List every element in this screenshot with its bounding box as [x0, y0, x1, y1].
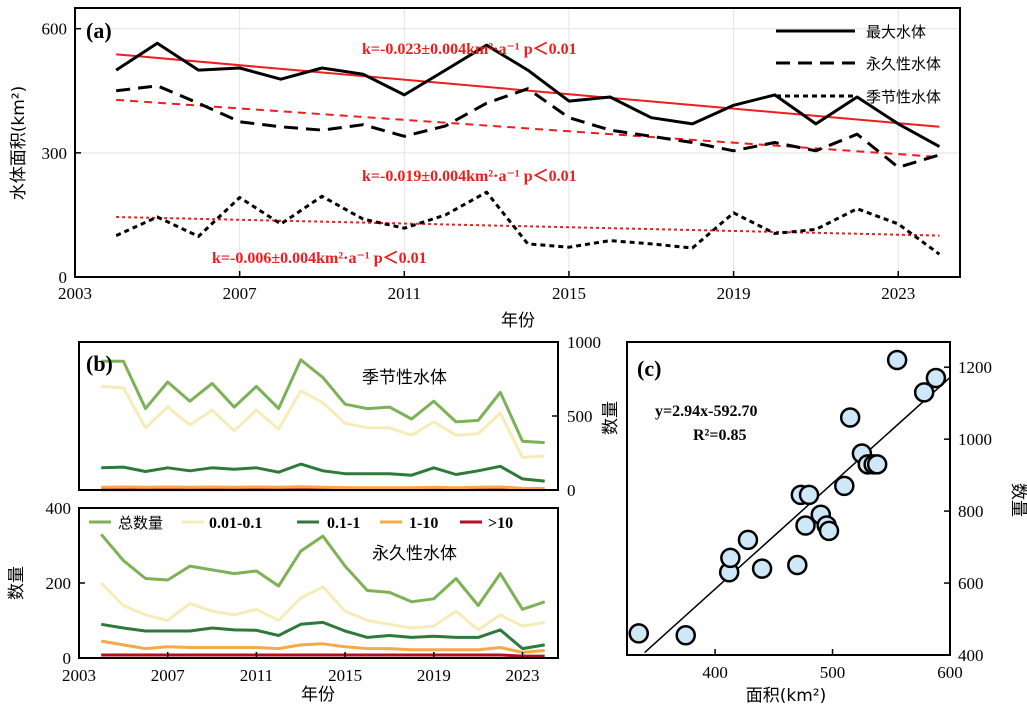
- legend-label-0: 总数量: [118, 514, 163, 532]
- scatter-point-13: [835, 477, 853, 495]
- scatter-point-14: [841, 409, 859, 427]
- panel-label: (a): [86, 18, 112, 43]
- scatter-point-12: [820, 522, 838, 540]
- y-tick-label: 0: [567, 481, 576, 500]
- legend-label-2: 0.1-1: [327, 515, 360, 532]
- series-line-3: [101, 487, 545, 489]
- series-line-2: [101, 464, 545, 481]
- x-tick-label: 2011: [240, 666, 273, 685]
- r-squared: R²=0.85: [693, 427, 746, 444]
- x-tick-label: 2003: [58, 284, 92, 303]
- plot-frame: [627, 342, 950, 655]
- x-tick-label: 400: [702, 663, 728, 682]
- x-tick-label: 2015: [328, 666, 362, 685]
- x-tick-label: 2023: [881, 284, 915, 303]
- scatter-point-6: [788, 556, 806, 574]
- legend-label-1: 0.01-0.1: [209, 515, 262, 532]
- y-tick-label: 600: [42, 20, 68, 39]
- subplot-title: 永久性水体: [372, 544, 457, 564]
- series-line-0: [101, 534, 545, 609]
- y-tick-label: 800: [958, 502, 984, 521]
- panel-label: (c): [637, 356, 661, 381]
- x-tick-label: 2019: [717, 284, 751, 303]
- x-axis-label: 面积(km²): [746, 686, 826, 706]
- x-axis-label: 年份: [501, 311, 535, 331]
- legend-label-1: 永久性水体: [866, 55, 941, 73]
- y-tick-label: 300: [42, 144, 68, 163]
- scatter-point-4: [739, 531, 757, 549]
- x-tick-label: 600: [937, 663, 963, 682]
- y-tick-label: 200: [46, 574, 72, 593]
- x-tick-label: 2015: [552, 284, 586, 303]
- scatter-point-9: [800, 486, 818, 504]
- trend-annotation-0: k=-0.023±0.004km²·a⁻¹ p＜0.01: [362, 41, 577, 58]
- y-tick-label: 1000: [567, 333, 601, 352]
- legend-label-0: 最大水体: [866, 23, 926, 41]
- legend-label-4: >10: [488, 515, 513, 532]
- scatter-point-21: [927, 369, 945, 387]
- scatter-point-19: [888, 351, 906, 369]
- y-axis-label: 数量: [7, 566, 27, 600]
- x-tick-label: 2019: [417, 666, 451, 685]
- series-line-3: [101, 641, 545, 652]
- x-axis-label: 年份: [301, 685, 335, 705]
- scatter-point-1: [677, 626, 695, 644]
- scatter-point-0: [630, 624, 648, 642]
- x-tick-label: 2007: [151, 666, 186, 685]
- y-tick-label: 1000: [958, 430, 992, 449]
- y-axis-label: 数量: [1008, 483, 1027, 517]
- scatter-point-5: [753, 560, 771, 578]
- y-axis-label: 水体面积(km²): [9, 86, 29, 200]
- trend-annotation-1: k=-0.019±0.004km²·a⁻¹ p＜0.01: [362, 168, 577, 185]
- y-tick-label: 400: [46, 499, 72, 518]
- panel-label: (b): [86, 351, 113, 376]
- trend-annotation-2: k=-0.006±0.004km²·a⁻¹ p＜0.01: [212, 250, 427, 267]
- x-tick-label: 2003: [62, 666, 96, 685]
- x-tick-label: 2023: [506, 666, 540, 685]
- equation: y=2.94x-592.70: [655, 403, 757, 420]
- y-axis-label: 数量: [601, 401, 621, 435]
- scatter-point-3: [721, 549, 739, 567]
- y-tick-label: 1200: [958, 358, 992, 377]
- x-tick-label: 500: [820, 663, 846, 682]
- x-tick-label: 2011: [388, 284, 421, 303]
- legend-label-3: 1-10: [409, 515, 438, 532]
- x-tick-label: 2007: [223, 284, 258, 303]
- scatter-point-18: [868, 455, 886, 473]
- subplot-title: 季节性水体: [362, 368, 447, 388]
- y-tick-label: 500: [567, 407, 593, 426]
- y-tick-label: 600: [958, 574, 984, 593]
- legend-label-2: 季节性水体: [866, 88, 941, 106]
